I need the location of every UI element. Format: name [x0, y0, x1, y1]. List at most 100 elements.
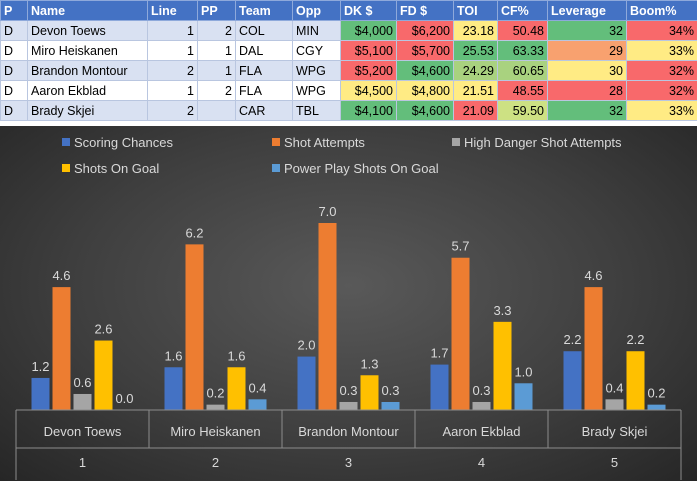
- data-label-4-0: 0.0: [115, 391, 133, 406]
- cell-player-name: Aaron Ekblad: [27, 80, 148, 101]
- header-name[interactable]: Name: [27, 0, 148, 21]
- table-row[interactable]: D Miro Heiskanen 1 1 DAL CGY $5,100 $5,700 25.53…: [0, 40, 697, 61]
- legend-label-2: High Danger Shot Attempts: [464, 135, 622, 150]
- header-boom-pct[interactable]: Boom%: [626, 0, 697, 21]
- data-label-0-1: 1.6: [164, 348, 182, 363]
- data-label-0-2: 2.0: [297, 338, 315, 353]
- data-label-1-2: 7.0: [318, 204, 336, 219]
- category-name-label-0: Devon Toews: [44, 424, 122, 439]
- bar-0-2: [297, 356, 316, 410]
- cell-opp: WPG: [292, 80, 341, 101]
- data-label-2-4: 0.4: [605, 380, 623, 395]
- data-label-0-4: 2.2: [563, 332, 581, 347]
- bar-2-1: [206, 404, 225, 410]
- data-label-3-4: 2.2: [626, 332, 644, 347]
- cell-opp: WPG: [292, 60, 341, 81]
- data-label-4-4: 0.2: [647, 386, 665, 401]
- data-label-4-2: 0.3: [381, 383, 399, 398]
- bar-3-2: [360, 375, 379, 410]
- table-row[interactable]: D Aaron Ekblad 1 2 FLA WPG $4,500 $4,800 21.51 48…: [0, 80, 697, 101]
- header-toi[interactable]: TOI: [453, 0, 498, 21]
- cell-line: 2: [147, 60, 198, 81]
- data-label-2-3: 0.3: [472, 383, 490, 398]
- bar-2-4: [605, 399, 624, 410]
- cell-cf-pct: 63.33: [497, 40, 548, 61]
- cell-position: D: [0, 60, 28, 81]
- table-row[interactable]: D Devon Toews 1 2 COL MIN $4,000 $6,200 23.18 50.…: [0, 20, 697, 41]
- data-label-4-1: 0.4: [248, 380, 266, 395]
- header-cf-pct[interactable]: CF%: [497, 0, 548, 21]
- cell-boom-pct: 33%: [626, 40, 697, 61]
- cell-team: DAL: [235, 40, 293, 61]
- cell-fd-salary: $5,700: [396, 40, 454, 61]
- cell-cf-pct: 59.50: [497, 100, 548, 121]
- header-pp[interactable]: PP: [197, 0, 236, 21]
- table-row[interactable]: D Brandon Montour 2 1 FLA WPG $5,200 $4,600 24.2…: [0, 60, 697, 81]
- cell-dk-salary: $4,100: [340, 100, 397, 121]
- cell-team: COL: [235, 20, 293, 41]
- cell-boom-pct: 33%: [626, 100, 697, 121]
- table-row[interactable]: D Brady Skjei 2 CAR TBL $4,100 $4,600 21.09 59.5…: [0, 100, 697, 121]
- cell-pp: 1: [197, 40, 236, 61]
- cell-team: FLA: [235, 80, 293, 101]
- header-team[interactable]: Team: [235, 0, 293, 21]
- cell-boom-pct: 32%: [626, 80, 697, 101]
- data-label-1-1: 6.2: [185, 225, 203, 240]
- table-header-row: P Name Line PP Team Opp DK $ FD $ TOI CF…: [0, 0, 697, 21]
- category-name-label-2: Brandon Montour: [298, 424, 399, 439]
- bar-2-3: [472, 401, 491, 410]
- cell-player-name: Miro Heiskanen: [27, 40, 148, 61]
- cell-leverage: 32: [547, 20, 627, 41]
- cell-team: CAR: [235, 100, 293, 121]
- header-dk-salary[interactable]: DK $: [340, 0, 397, 21]
- header-line[interactable]: Line: [147, 0, 198, 21]
- cell-leverage: 32: [547, 100, 627, 121]
- cell-cf-pct: 50.48: [497, 20, 548, 41]
- data-label-3-1: 1.6: [227, 348, 245, 363]
- cell-player-name: Brady Skjei: [27, 100, 148, 121]
- category-rank-label-0: 1: [79, 455, 86, 470]
- category-rank-label-3: 4: [478, 455, 485, 470]
- cell-cf-pct: 60.65: [497, 60, 548, 81]
- bar-1-3: [451, 257, 470, 410]
- legend-swatch-1: [272, 138, 280, 146]
- bar-1-4: [584, 287, 603, 410]
- cell-line: 1: [147, 20, 198, 41]
- data-label-0-0: 1.2: [31, 359, 49, 374]
- bar-3-0: [94, 340, 113, 410]
- cell-boom-pct: 32%: [626, 60, 697, 81]
- bar-4-1: [248, 399, 267, 410]
- bar-1-1: [185, 244, 204, 410]
- header-position[interactable]: P: [0, 0, 28, 21]
- cell-toi: 21.51: [453, 80, 498, 101]
- legend-label-0: Scoring Chances: [74, 135, 173, 150]
- cell-leverage: 28: [547, 80, 627, 101]
- legend-swatch-3: [62, 164, 70, 172]
- header-leverage[interactable]: Leverage: [547, 0, 627, 21]
- bar-4-2: [381, 401, 400, 410]
- data-label-4-3: 1.0: [514, 364, 532, 379]
- cell-player-name: Devon Toews: [27, 20, 148, 41]
- cell-opp: MIN: [292, 20, 341, 41]
- data-label-3-0: 2.6: [94, 322, 112, 337]
- bar-3-1: [227, 367, 246, 410]
- cell-pp: 2: [197, 20, 236, 41]
- cell-player-name: Brandon Montour: [27, 60, 148, 81]
- cell-position: D: [0, 80, 28, 101]
- cell-pp: 1: [197, 60, 236, 81]
- cell-opp: CGY: [292, 40, 341, 61]
- cell-fd-salary: $4,600: [396, 60, 454, 81]
- cell-dk-salary: $5,200: [340, 60, 397, 81]
- bar-4-4: [647, 404, 666, 410]
- cell-position: D: [0, 100, 28, 121]
- category-name-label-4: Brady Skjei: [582, 424, 648, 439]
- cell-boom-pct: 34%: [626, 20, 697, 41]
- data-label-3-2: 1.3: [360, 356, 378, 371]
- header-opp[interactable]: Opp: [292, 0, 341, 21]
- legend-swatch-4: [272, 164, 280, 172]
- header-fd-salary[interactable]: FD $: [396, 0, 454, 21]
- bar-1-0: [52, 287, 71, 410]
- cell-toi: 25.53: [453, 40, 498, 61]
- bar-1-2: [318, 223, 337, 410]
- legend-label-4: Power Play Shots On Goal: [284, 161, 439, 176]
